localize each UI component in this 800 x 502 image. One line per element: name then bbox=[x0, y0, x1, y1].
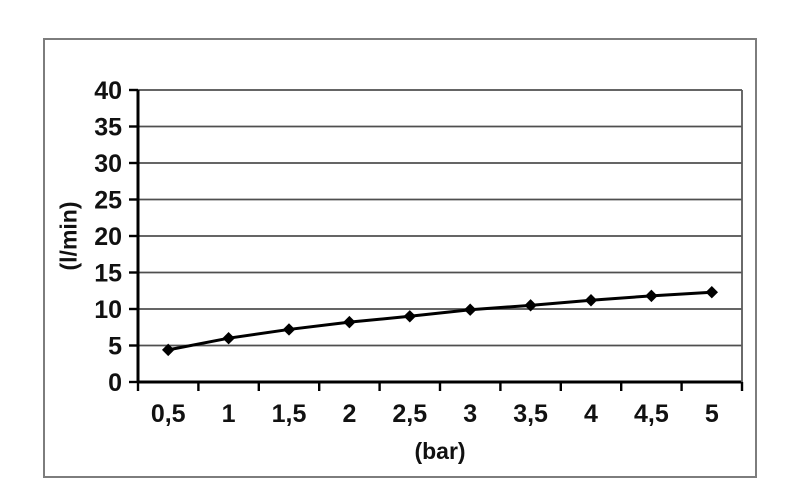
x-tick-label: 3 bbox=[463, 400, 477, 428]
y-tick-label: 40 bbox=[94, 77, 122, 105]
x-tick-label: 0,5 bbox=[151, 400, 186, 428]
y-tick-label: 10 bbox=[94, 296, 122, 324]
y-tick-label: 25 bbox=[94, 187, 122, 215]
chart-frame: 0 5 10 15 20 25 30 35 40 0,5 1 1,5 2 2,5 3 3,5 4 4,5 5 (l/… bbox=[43, 38, 757, 478]
x-tick-label: 3,5 bbox=[513, 400, 548, 428]
y-axis-title: (l/min) bbox=[55, 201, 82, 271]
y-tick-label: 15 bbox=[94, 260, 122, 288]
x-tick-label: 2,5 bbox=[392, 400, 427, 428]
data-point-marker bbox=[161, 343, 175, 357]
data-point-marker bbox=[705, 286, 719, 299]
data-point-marker bbox=[645, 289, 658, 303]
x-tick-label: 5 bbox=[705, 400, 719, 428]
data-point-marker bbox=[403, 310, 417, 323]
y-tick-label: 0 bbox=[108, 369, 122, 397]
x-tick-label: 4,5 bbox=[634, 400, 669, 428]
y-tick-label: 5 bbox=[108, 333, 122, 361]
y-tick-label: 35 bbox=[94, 114, 122, 142]
series-line bbox=[167, 290, 712, 352]
y-tick-label: 30 bbox=[94, 150, 122, 178]
data-point-marker bbox=[584, 294, 598, 307]
x-tick-label: 2 bbox=[342, 400, 356, 428]
data-point-marker bbox=[524, 299, 537, 312]
flow-vs-pressure-chart: 0 5 10 15 20 25 30 35 40 0,5 1 1,5 2 2,5 3 3,5 4 4,5 5 bbox=[94, 77, 744, 428]
y-tick-label: 20 bbox=[94, 223, 122, 251]
data-point-marker bbox=[343, 315, 356, 329]
x-tick-label: 1 bbox=[222, 400, 236, 428]
data-point-marker bbox=[463, 303, 477, 316]
data-point-marker bbox=[282, 323, 296, 336]
x-axis-title: (bar) bbox=[414, 438, 466, 464]
x-tick-label: 1,5 bbox=[272, 400, 307, 428]
data-point-marker bbox=[222, 331, 235, 345]
x-tick-label: 4 bbox=[584, 400, 598, 428]
